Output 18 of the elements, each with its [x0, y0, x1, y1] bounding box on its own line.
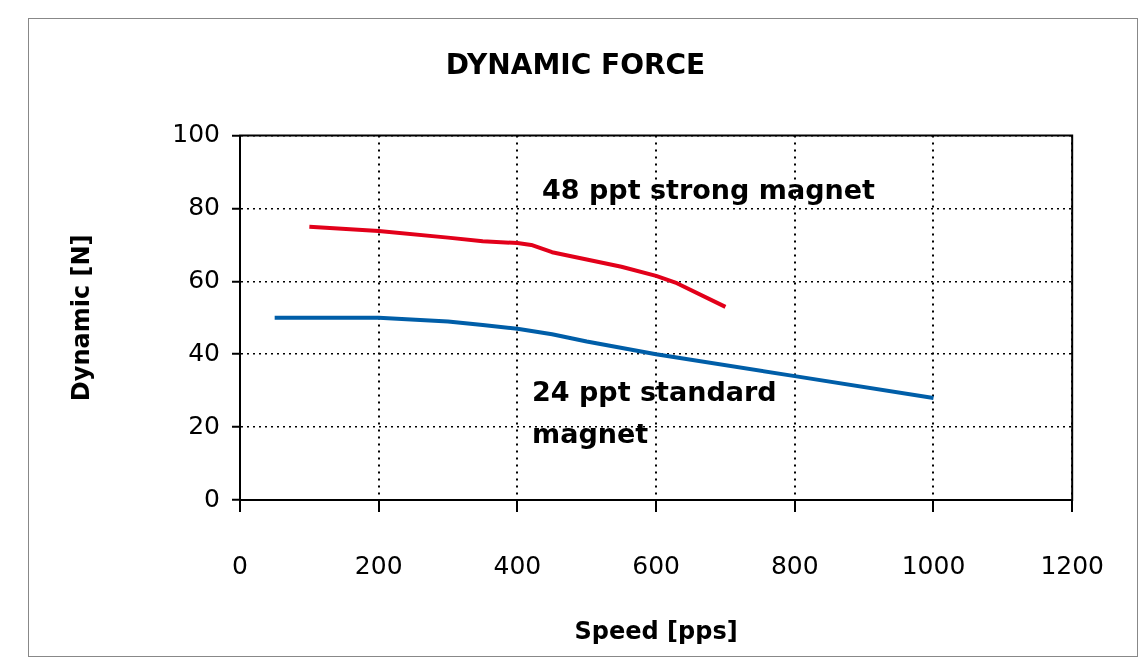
x-tick-label: 0 — [232, 550, 248, 580]
y-tick-label: 80 — [188, 191, 220, 221]
y-tick-label: 0 — [204, 483, 220, 513]
y-tick-label: 60 — [188, 264, 220, 294]
x-tick-label: 600 — [632, 550, 680, 580]
x-tick-label: 400 — [493, 550, 542, 580]
y-tick-label: 100 — [172, 119, 220, 149]
chart-title: DYNAMIC FORCE — [445, 48, 706, 82]
y-axis-title: Dynamic [N] — [66, 234, 95, 402]
x-tick-label: 1200 — [1040, 550, 1104, 580]
x-tick-label: 800 — [770, 550, 819, 580]
series-label: 24 ppt standard magnet — [532, 376, 777, 450]
x-axis-title: Speed [pps] — [574, 616, 738, 645]
x-tick-label: 1000 — [901, 550, 966, 580]
series-label: 48 ppt strong magnet — [542, 174, 876, 206]
y-tick-label: 40 — [188, 337, 220, 367]
y-tick-label: 20 — [188, 410, 220, 440]
x-tick-label: 200 — [354, 550, 403, 580]
